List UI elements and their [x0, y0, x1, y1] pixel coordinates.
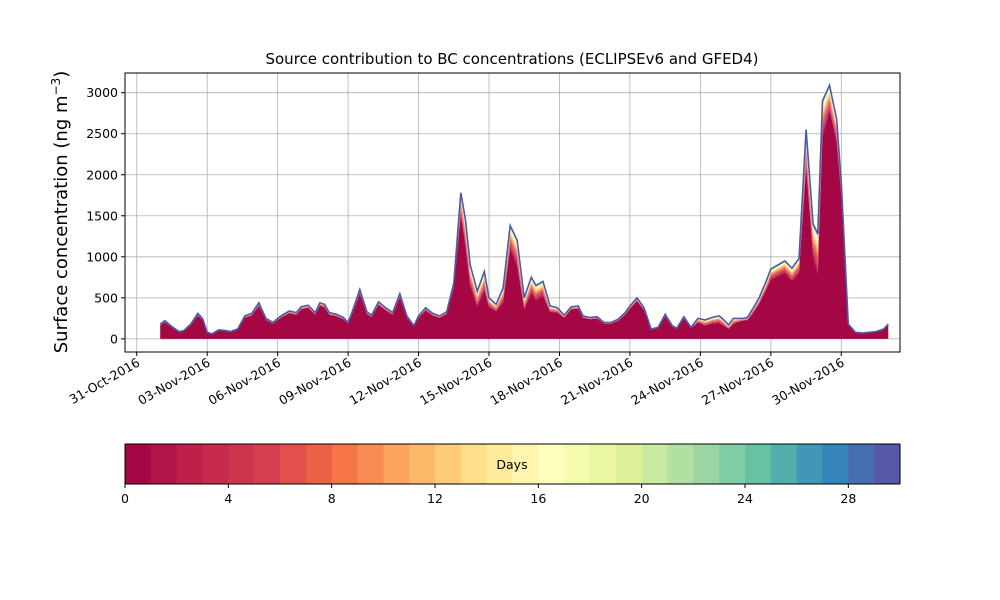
y-axis-label-main: Surface concentration (ng m	[51, 95, 72, 353]
plot-frame	[124, 72, 901, 353]
y-tick-label: 2000	[86, 167, 118, 182]
colorbar-segment-8	[331, 444, 358, 484]
colorbar-segment-9	[357, 444, 384, 484]
colorbar-segment-17	[564, 444, 591, 484]
colorbar-tick-label: 4	[224, 491, 232, 506]
colorbar-segment-12	[435, 444, 462, 484]
colorbar-segment-3	[202, 444, 229, 484]
colorbar-segment-4	[228, 444, 255, 484]
colorbar	[124, 443, 901, 485]
colorbar-tick-label: 8	[328, 491, 336, 506]
colorbar-segment-7	[305, 444, 333, 484]
colorbar-tick-label: 16	[530, 491, 546, 506]
colorbar-segment-5	[254, 444, 281, 484]
y-axis-ticks: 0 500 1000 1500 2000 2500 3000	[86, 85, 125, 346]
colorbar-segment-13	[460, 444, 488, 484]
y-axis-label-superscript: −3	[49, 78, 63, 96]
colorbar-segment-23	[719, 444, 746, 484]
colorbar-frame	[124, 443, 901, 485]
colorbar-segment-6	[280, 444, 307, 484]
colorbar-segment-10	[383, 444, 410, 484]
colorbar-segment-1	[150, 444, 178, 484]
colorbar-segment-14	[486, 444, 513, 484]
y-tick-label: 2500	[86, 126, 118, 141]
colorbar-segment-27	[822, 444, 849, 484]
colorbar-segment-0	[125, 444, 152, 484]
colorbar-segment-15	[512, 444, 539, 484]
colorbar-segment-28	[848, 444, 875, 484]
colorbar-segment-20	[641, 444, 668, 484]
y-axis-label: Surface concentration (ng m−3)	[49, 71, 72, 354]
y-tick-label: 3000	[86, 85, 118, 100]
colorbar-segment-16	[538, 444, 565, 484]
colorbar-segment-2	[176, 444, 203, 484]
colorbar-tick-label: 12	[427, 491, 443, 506]
colorbar-segment-29	[874, 444, 901, 484]
total-outline	[159, 82, 889, 335]
colorbar-tick-label: 0	[121, 491, 129, 506]
y-tick-label: 1000	[86, 249, 118, 264]
y-tick-label: 0	[110, 331, 118, 346]
colorbar-segment-25	[770, 444, 798, 484]
colorbar-segment-21	[667, 444, 694, 484]
y-tick-label: 500	[94, 290, 118, 305]
colorbar-tick-label: 24	[737, 491, 753, 506]
colorbar-segment-18	[590, 444, 617, 484]
colorbar-segment-24	[745, 444, 772, 484]
axes-frame	[124, 72, 901, 353]
colorbar-tick-label: 28	[840, 491, 856, 506]
colorbar-ticks: 0 4 8 12 16 20 24 28	[121, 484, 856, 506]
chart-title: Source contribution to BC concentrations…	[265, 50, 758, 68]
plot-area-layers	[159, 82, 889, 339]
colorbar-segment-26	[796, 444, 823, 484]
colorbar-segment-11	[409, 444, 436, 484]
colorbar-segment-22	[693, 444, 720, 484]
colorbar-label: Days	[496, 457, 527, 472]
colorbar-tick-label: 20	[634, 491, 650, 506]
y-tick-label: 1500	[86, 208, 118, 223]
area-layer-day-0	[160, 110, 889, 339]
colorbar-segment-19	[615, 444, 643, 484]
y-axis-label-close: )	[51, 71, 72, 78]
